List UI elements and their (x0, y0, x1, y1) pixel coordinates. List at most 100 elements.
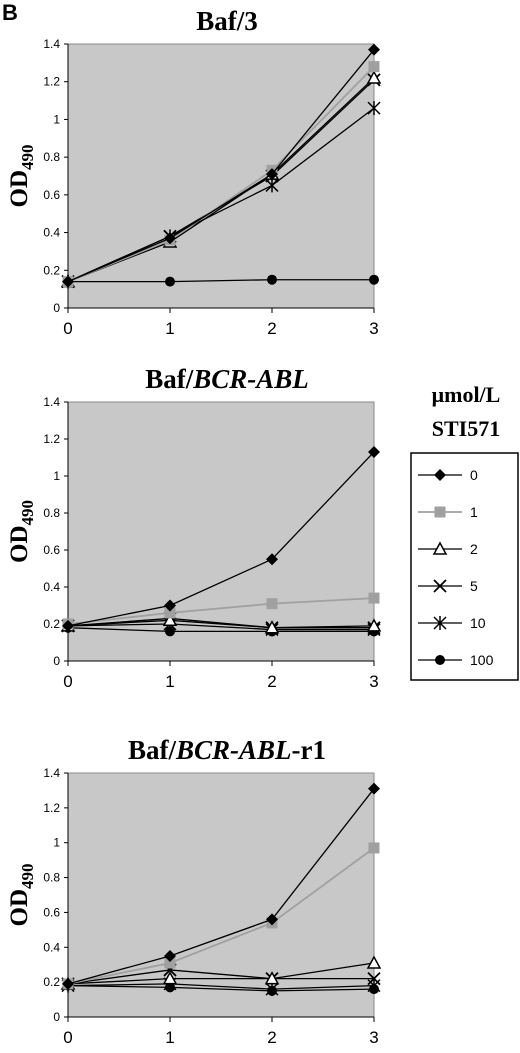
y-tick-label: 0.2 (43, 263, 60, 277)
data-point (367, 972, 381, 986)
chart-title-part: Baf/ (128, 735, 177, 765)
chart-2: Baf/BCR-ABL OD490 0 0.2 0.4 0.6 0.8 1 1.2 1.4 0 1 2 3 (6, 364, 382, 691)
chart-title-part: Baf/ (145, 364, 194, 394)
series-0 (62, 782, 380, 990)
y-tick-label: 0.6 (43, 905, 60, 919)
y-axis-label-main: OD (6, 170, 33, 208)
y-tick-label: 1.2 (43, 432, 60, 446)
y-tick-label: 1 (53, 836, 60, 850)
data-point (162, 612, 178, 627)
chart-title: Baf/BCR-ABL-r1 (128, 735, 326, 765)
data-point (264, 971, 280, 985)
y-tick-label: 0.2 (43, 617, 60, 631)
x-tick-label: 1 (165, 1028, 174, 1047)
legend-label: 2 (470, 541, 478, 557)
y-tick-label: 0.8 (43, 150, 60, 164)
chart-title: Baf/3 (196, 6, 258, 36)
data-point (62, 977, 74, 990)
legend-box (410, 452, 519, 681)
chart-title-part: Baf/3 (196, 6, 258, 36)
series-line (67, 788, 375, 985)
series-0 (62, 445, 380, 632)
data-point (369, 274, 379, 285)
data-point (164, 232, 176, 245)
data-point (267, 274, 277, 285)
legend-item: 10 (418, 615, 486, 631)
series-line (67, 451, 375, 627)
x-tick-label: 3 (369, 1028, 378, 1047)
chart-3: Baf/BCR-ABL-r1 OD490 0 0.2 0.4 0.6 0.8 1 1.2 1.4 0… (6, 735, 382, 1047)
y-axis-label-subscript: 490 (18, 864, 37, 890)
data-point (368, 445, 380, 458)
legend-item: 2 (418, 541, 478, 557)
y-axis-label-main: OD (6, 526, 33, 564)
chart-title-part: -r1 (292, 735, 326, 765)
panel-letter: B (2, 0, 18, 25)
y-tick-label: 0.4 (43, 940, 60, 954)
data-point (366, 955, 382, 969)
data-point (62, 619, 74, 632)
series-line (67, 49, 375, 283)
legend-item: 100 (418, 652, 494, 668)
series-line (67, 984, 375, 992)
y-tick-label: 0.4 (43, 580, 60, 594)
y-tick-label: 0.2 (43, 975, 60, 989)
legend-item: 0 (418, 467, 478, 483)
series-line (67, 962, 375, 985)
legend-header-drug: STI571 (432, 416, 500, 441)
data-point (368, 43, 380, 56)
series-line (67, 623, 374, 631)
data-point (164, 950, 176, 962)
y-tick-label: 0 (53, 1010, 60, 1024)
legend-header-unit: μmol/L (432, 382, 501, 407)
series-line (68, 279, 374, 283)
y-tick-label: 0.6 (43, 543, 60, 557)
data-point (266, 598, 278, 610)
series-line (67, 627, 374, 633)
data-point (366, 70, 382, 84)
data-point (165, 276, 175, 287)
chart-title-part: BCR-ABL (175, 735, 292, 765)
series-line (67, 969, 374, 985)
y-tick-label: 0 (53, 654, 60, 668)
data-point (265, 982, 279, 997)
chart-title-part: BCR-ABL (192, 364, 309, 394)
y-tick-label: 1 (53, 469, 60, 483)
data-point (164, 957, 176, 969)
x-tick-label: 2 (267, 319, 276, 338)
data-point (368, 61, 380, 73)
y-axis-label: OD490 (6, 500, 37, 563)
data-point (164, 599, 176, 612)
plot-area (67, 43, 375, 309)
legend: μmol/L STI571 0 1 2 5 10 100 (410, 382, 519, 681)
data-point (266, 168, 278, 181)
x-tick-label: 0 (63, 1028, 72, 1047)
y-tick-label: 1.4 (43, 37, 60, 51)
y-tick-label: 0.6 (43, 188, 60, 202)
data-point (368, 592, 380, 604)
x-tick-label: 2 (267, 672, 276, 691)
series-line (67, 847, 375, 985)
data-point (366, 618, 382, 632)
x-tick-label: 3 (369, 672, 378, 691)
x-tick-label: 3 (369, 319, 378, 338)
legend-label: 5 (470, 578, 478, 594)
series-line (67, 65, 375, 283)
y-tick-label: 0.8 (43, 871, 60, 885)
data-point (165, 626, 175, 637)
y-tick-label: 0 (53, 301, 60, 315)
y-tick-label: 0.4 (43, 226, 60, 240)
x-tick-label: 0 (63, 672, 72, 691)
x-tick-label: 1 (165, 319, 174, 338)
y-axis-label: OD490 (6, 145, 37, 208)
x-tick-label: 0 (63, 319, 72, 338)
legend-label: 10 (470, 615, 486, 631)
data-point (367, 101, 381, 116)
legend-label: 1 (470, 504, 478, 520)
plot-area (67, 772, 375, 1018)
chart-title: Baf/BCR-ABL (145, 364, 309, 394)
series-line (67, 983, 375, 990)
legend-marker (434, 506, 446, 518)
